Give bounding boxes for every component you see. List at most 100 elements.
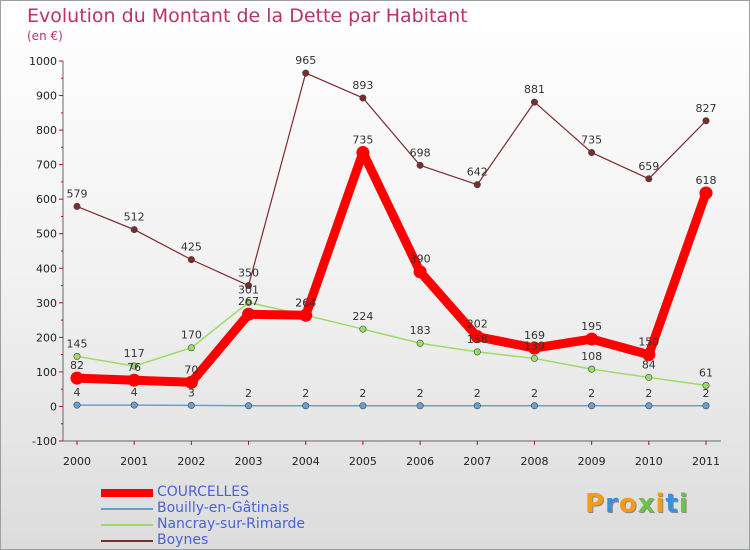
x-tick-label: 2005 xyxy=(349,455,377,468)
data-label-bouilly: 2 xyxy=(588,387,595,400)
data-point-bouilly xyxy=(187,401,195,409)
data-point-bouilly xyxy=(416,402,424,410)
data-point-courcelles xyxy=(242,307,256,321)
data-point-nancray xyxy=(416,339,424,347)
series-line-bouilly xyxy=(76,404,707,407)
legend-label-nancray: Nancray-sur-Rimarde xyxy=(157,516,305,532)
data-point-bouilly xyxy=(588,402,596,410)
x-tick-label: 2006 xyxy=(406,455,434,468)
data-point-nancray xyxy=(187,344,195,352)
data-label-boynes: 735 xyxy=(581,134,602,147)
data-label-nancray: 108 xyxy=(581,350,602,363)
data-point-nancray xyxy=(473,348,481,356)
data-point-boynes xyxy=(588,149,596,157)
logo-letter: i xyxy=(678,489,689,519)
data-label-boynes: 659 xyxy=(638,160,659,173)
legend-swatch-nancray xyxy=(101,524,153,526)
x-tick-label: 2007 xyxy=(463,455,491,468)
data-label-boynes: 893 xyxy=(352,79,373,92)
data-point-courcelles xyxy=(470,330,484,344)
data-label-boynes: 698 xyxy=(410,146,431,159)
y-tick-label: 700 xyxy=(36,159,57,172)
data-point-nancray xyxy=(702,381,710,389)
data-label-boynes: 827 xyxy=(696,102,717,115)
data-point-boynes xyxy=(416,161,424,169)
data-label-nancray: 264 xyxy=(295,296,316,309)
data-label-bouilly: 2 xyxy=(703,387,710,400)
x-tick-label: 2008 xyxy=(520,455,548,468)
data-label-courcelles: 82 xyxy=(70,359,84,372)
x-tick-label: 2010 xyxy=(635,455,663,468)
data-label-bouilly: 2 xyxy=(531,387,538,400)
data-label-nancray: 145 xyxy=(67,337,88,350)
data-point-courcelles xyxy=(413,265,427,279)
y-tick-label: 200 xyxy=(36,331,57,344)
data-label-courcelles: 618 xyxy=(696,174,717,187)
data-point-boynes xyxy=(473,181,481,189)
y-tick-label: 300 xyxy=(36,297,57,310)
data-label-courcelles: 150 xyxy=(638,336,659,349)
data-point-boynes xyxy=(530,98,538,106)
data-label-bouilly: 2 xyxy=(359,387,366,400)
data-point-bouilly xyxy=(359,402,367,410)
legend-swatch-boynes xyxy=(101,540,153,542)
data-point-courcelles xyxy=(699,186,713,200)
chart-title: Evolution du Montant de la Dette par Hab… xyxy=(27,5,468,27)
x-tick-label: 2009 xyxy=(578,455,606,468)
data-label-bouilly: 3 xyxy=(188,386,195,399)
data-point-courcelles xyxy=(299,308,313,322)
data-point-courcelles xyxy=(184,375,198,389)
data-point-boynes xyxy=(130,226,138,234)
data-label-courcelles: 735 xyxy=(352,134,373,147)
logo-letter: o xyxy=(618,489,638,519)
data-point-bouilly xyxy=(645,402,653,410)
data-label-boynes: 512 xyxy=(124,211,145,224)
data-point-courcelles xyxy=(127,373,141,387)
x-tick-label: 2003 xyxy=(235,455,263,468)
series-line-courcelles xyxy=(72,148,711,387)
data-label-courcelles: 264 xyxy=(295,296,316,309)
data-label-boynes: 425 xyxy=(181,241,202,254)
data-point-bouilly xyxy=(530,402,538,410)
y-tick-label: 100 xyxy=(36,366,57,379)
x-tick-label: 2011 xyxy=(692,455,720,468)
y-tick-label: 600 xyxy=(36,193,57,206)
data-point-bouilly xyxy=(473,402,481,410)
y-tick-label: 400 xyxy=(36,262,57,275)
data-label-boynes: 642 xyxy=(467,166,488,179)
data-label-courcelles: 390 xyxy=(410,253,431,266)
data-label-nancray: 158 xyxy=(467,333,488,346)
data-point-bouilly xyxy=(73,401,81,409)
y-tick-label: 0 xyxy=(50,400,57,413)
data-point-nancray xyxy=(588,365,596,373)
data-point-boynes xyxy=(73,202,81,210)
legend-label-boynes: Boynes xyxy=(157,532,209,548)
series-line-nancray xyxy=(76,301,707,387)
data-label-nancray: 224 xyxy=(352,310,373,323)
data-point-boynes xyxy=(245,282,253,290)
data-point-nancray xyxy=(73,352,81,360)
data-label-courcelles: 202 xyxy=(467,318,488,331)
data-label-courcelles: 267 xyxy=(238,295,259,308)
data-point-courcelles xyxy=(642,348,656,362)
data-label-bouilly: 4 xyxy=(131,386,138,399)
x-tick-label: 2000 xyxy=(63,455,91,468)
data-label-nancray: 301 xyxy=(238,283,259,296)
legend-label-bouilly: Bouilly-en-Gâtinais xyxy=(157,500,290,516)
data-label-bouilly: 2 xyxy=(474,387,481,400)
data-label-courcelles: 195 xyxy=(581,320,602,333)
chart-subtitle: (en €) xyxy=(27,29,63,43)
data-label-boynes: 965 xyxy=(295,54,316,67)
data-label-courcelles: 76 xyxy=(127,361,141,374)
data-label-nancray: 84 xyxy=(642,358,656,371)
data-label-bouilly: 2 xyxy=(645,387,652,400)
y-tick-label: 900 xyxy=(36,90,57,103)
data-point-courcelles xyxy=(356,146,370,160)
data-label-boynes: 579 xyxy=(67,187,88,200)
x-tick-label: 2002 xyxy=(177,455,205,468)
data-point-bouilly xyxy=(702,402,710,410)
logo-letter: x xyxy=(637,489,656,519)
data-label-bouilly: 2 xyxy=(417,387,424,400)
